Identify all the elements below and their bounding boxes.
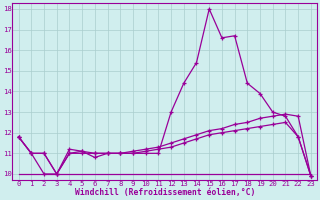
X-axis label: Windchill (Refroidissement éolien,°C): Windchill (Refroidissement éolien,°C) [75, 188, 255, 197]
